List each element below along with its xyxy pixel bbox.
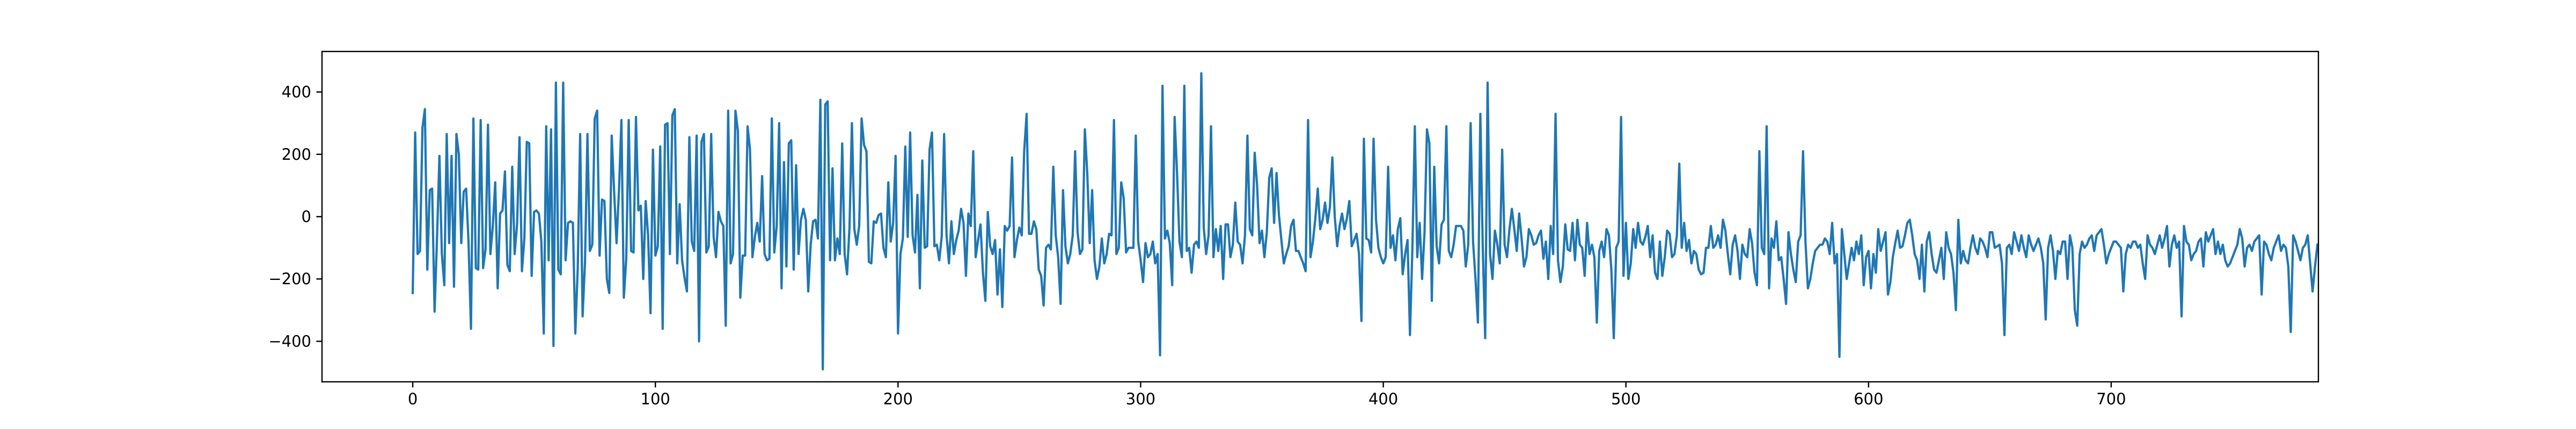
x-tick-label: 700: [2096, 390, 2126, 408]
y-tick-label: 0: [302, 208, 311, 226]
series-line-0: [411, 72, 2319, 371]
x-tick-label: 300: [1126, 390, 1155, 408]
x-tick-label: 400: [1368, 390, 1398, 408]
x-tick-label: 600: [1854, 390, 1883, 408]
x-tick-label: 200: [883, 390, 913, 408]
x-tick-label: 500: [1611, 390, 1641, 408]
y-tick-label: −200: [268, 270, 311, 288]
y-tick-label: −400: [268, 332, 311, 350]
axes: 0 100 200 300 400 500 600 700 −400 −200 0 200 400: [268, 50, 2319, 408]
y-tick-label: 400: [282, 83, 311, 101]
plot-area: [411, 72, 2319, 371]
x-tick-label: 100: [641, 390, 670, 408]
x-tick-label: 0: [408, 390, 418, 408]
y-tick-label: 200: [282, 145, 311, 164]
